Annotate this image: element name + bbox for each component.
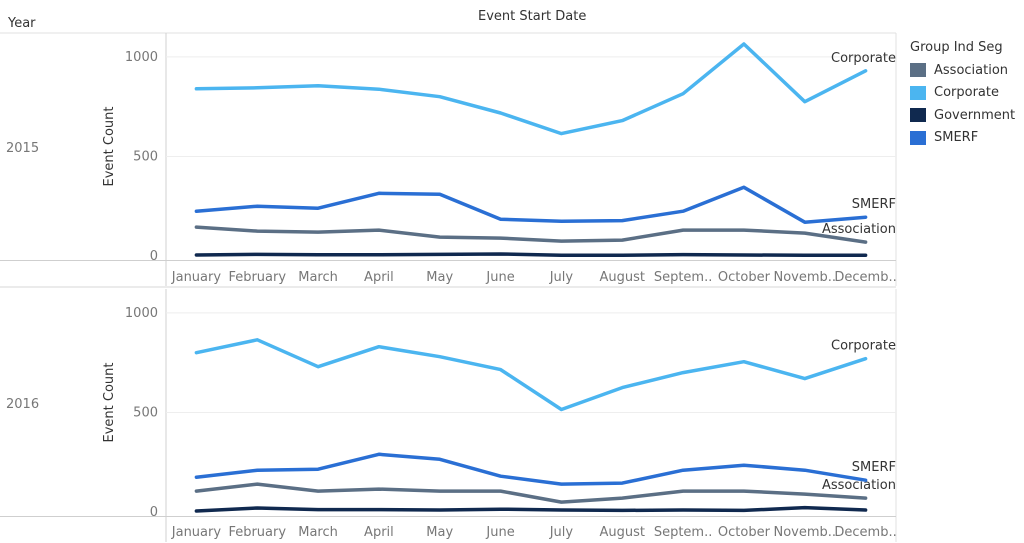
year-label: 2015 — [6, 141, 39, 156]
x-tick-label: Septem.. — [654, 525, 713, 540]
legend-title: Group Ind Seg — [910, 40, 1003, 55]
series-end-label: Association — [822, 478, 896, 493]
chart-panel-2015: 2015 Event Count 0 500 1000 January February Ma… — [0, 33, 897, 286]
x-tick-label: July — [549, 270, 574, 285]
y-tick-label: 500 — [133, 149, 158, 164]
legend-item-smerf[interactable]: SMERF — [910, 127, 1015, 150]
x-tick-label: June — [485, 525, 514, 540]
series-line-corporate — [194, 42, 868, 136]
x-tick-label: October — [718, 525, 771, 540]
x-tick-label: April — [364, 525, 394, 540]
x-tick-label: October — [718, 270, 771, 285]
y-tick-label: 500 — [133, 405, 158, 420]
series-line-smerf — [194, 185, 868, 224]
series-end-label: Corporate — [831, 51, 896, 66]
y-tick-label: 1000 — [125, 306, 158, 321]
chart-panel-2016: 2016 Event Count 0 500 1000 January February Ma… — [0, 289, 897, 542]
x-tick-label: January — [171, 525, 222, 540]
legend-item-corporate[interactable]: Corporate — [910, 82, 1015, 105]
series-end-label: SMERF — [852, 197, 896, 212]
series-end-label: Association — [822, 222, 896, 237]
x-tick-label: January — [171, 270, 222, 285]
legend-swatch — [910, 130, 926, 145]
chart-panels: 2015 Event Count 0 500 1000 January February Ma… — [0, 33, 897, 542]
x-tick-label: May — [426, 525, 453, 540]
x-tick-label: February — [228, 270, 286, 285]
row-field-header: Year — [8, 16, 36, 31]
x-tick-label: Decemb.. — [834, 270, 896, 285]
series-line-association — [194, 482, 868, 504]
series-line-government — [194, 505, 868, 513]
x-tick-label: Novemb.. — [773, 270, 836, 285]
series-line-association — [194, 225, 868, 244]
legend-item-association[interactable]: Association — [910, 59, 1015, 82]
x-tick-label: August — [600, 270, 646, 285]
legend-label: Association — [934, 62, 1009, 78]
legend-label: Corporate — [934, 85, 999, 101]
column-title: Event Start Date — [478, 9, 587, 24]
y-tick-label: 0 — [150, 505, 158, 520]
x-tick-label: March — [298, 525, 338, 540]
legend-swatch — [910, 85, 926, 100]
y-tick-label: 0 — [150, 249, 158, 264]
series-end-label: Corporate — [831, 339, 896, 354]
series-end-label: SMERF — [852, 460, 896, 475]
line-chart: 2015 Event Count 0 500 1000 January February Ma… — [0, 32, 897, 542]
legend-swatch — [910, 63, 926, 78]
legend-label: SMERF — [934, 130, 979, 146]
x-tick-label: Septem.. — [654, 270, 713, 285]
x-tick-label: June — [485, 270, 514, 285]
x-tick-label: Decemb.. — [834, 525, 896, 540]
x-tick-label: Novemb.. — [773, 525, 836, 540]
y-tick-label: 1000 — [125, 50, 158, 65]
year-label: 2016 — [6, 397, 39, 412]
legend-label: Government — [934, 107, 1016, 123]
series-line-smerf — [194, 452, 868, 486]
x-tick-label: March — [298, 270, 338, 285]
x-tick-label: April — [364, 270, 394, 285]
legend-item-government[interactable]: Government — [910, 104, 1015, 127]
y-axis-title: Event Count — [102, 107, 117, 187]
x-tick-label: July — [549, 525, 574, 540]
chart-frame — [0, 32, 896, 288]
y-axis-title: Event Count — [102, 363, 117, 443]
legend: Group Ind Seg Association Corporate Govern… — [910, 40, 1015, 149]
x-tick-label: May — [426, 270, 453, 285]
x-tick-label: February — [228, 525, 286, 540]
legend-swatch — [910, 108, 926, 123]
x-tick-label: August — [600, 525, 646, 540]
series-line-government — [194, 252, 868, 257]
series-line-corporate — [194, 338, 868, 412]
